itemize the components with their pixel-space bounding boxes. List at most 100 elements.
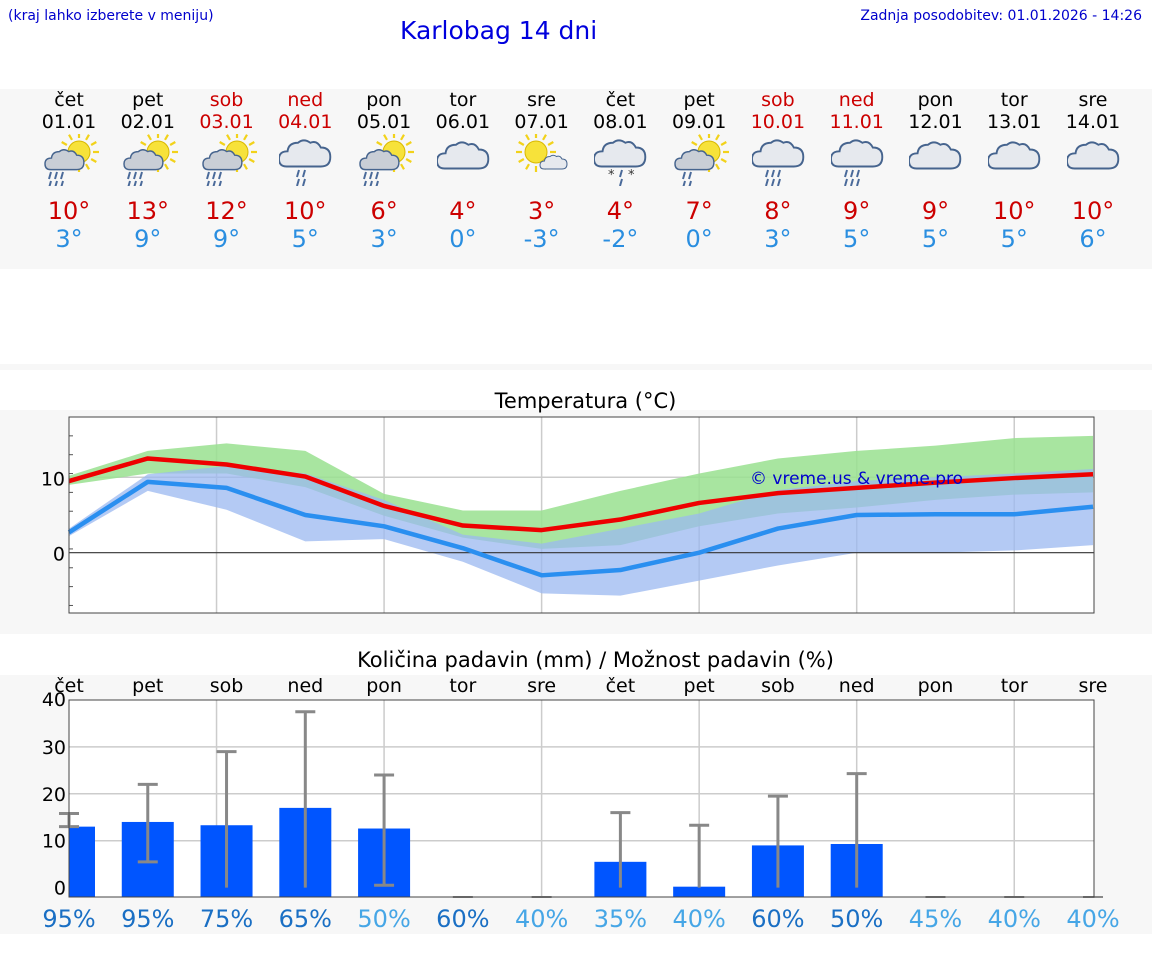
location-hint: (kraj lahko izberete v meniju) (8, 8, 214, 24)
last-updated: Zadnja posodobitev: 01.01.2026 - 14:26 (860, 8, 1142, 24)
y-tick-label: 40 (42, 689, 66, 711)
max-temp: 10° (284, 197, 327, 225)
plot-frame (68, 416, 1095, 614)
min-temp: 0° (449, 225, 477, 253)
max-temp: 6° (370, 197, 398, 225)
day-date: 07.01 (514, 111, 569, 133)
max-temp: 12° (205, 197, 248, 225)
max-temp: 8° (764, 197, 792, 225)
category-label: pet (684, 675, 715, 697)
min-temp-range-band (69, 466, 1094, 596)
temperature-chart: Temperatura (°C) © vreme.us & vreme.pro 0 1… (41, 389, 1095, 614)
precip-probability-label: 60% (436, 905, 489, 933)
category-label: sre (527, 675, 556, 697)
min-temp: 3° (370, 225, 398, 253)
min-temp: 5° (1000, 225, 1028, 253)
precip-probability-label: 40% (988, 905, 1041, 933)
category-label: sre (1079, 675, 1108, 697)
cloud-icon (908, 134, 965, 186)
day-name: pet (132, 89, 164, 111)
day-date: 04.01 (278, 111, 333, 133)
y-tick-label: 0 (53, 544, 65, 566)
precipitation-chart: Količina padavin (mm) / Možnost padavin … (42, 648, 1120, 933)
precip-chart-title: Količina padavin (mm) / Možnost padavin … (357, 648, 834, 672)
category-label: čet (54, 675, 84, 697)
precip-bar (69, 826, 95, 897)
day-date: 11.01 (829, 111, 884, 133)
day-name: čet (54, 89, 84, 111)
min-temp: -2° (602, 225, 639, 253)
y-tick-label: 10 (41, 468, 65, 490)
cloud-rain-icon (829, 134, 887, 187)
cloud-light-rain-icon (278, 134, 335, 187)
day-name: pet (683, 89, 715, 111)
y-tick-label: 10 (42, 831, 66, 853)
day-name: tor (449, 89, 477, 111)
max-temp-line (68, 456, 1094, 533)
day-date: 14.01 (1065, 111, 1121, 133)
sun-cloud-rain-icon (43, 132, 99, 189)
precip-bar (673, 886, 726, 897)
category-label: čet (606, 675, 636, 697)
cloud-icon (987, 134, 1044, 186)
category-label: pet (132, 675, 163, 697)
min-temp: 6° (1079, 225, 1107, 253)
min-temp: 3° (764, 225, 792, 253)
max-temp: 10° (1071, 197, 1115, 225)
min-temp: 5° (843, 225, 871, 253)
day-date: 06.01 (435, 111, 491, 133)
precip-probability-label: 50% (357, 905, 410, 933)
sun-cloud-rain-icon (122, 132, 178, 189)
watermark: © vreme.us & vreme.pro (750, 469, 963, 489)
min-temp-line (67, 479, 1094, 578)
day-date: 05.01 (356, 111, 412, 133)
max-temp-range-band (69, 435, 1094, 549)
category-label: sob (210, 675, 244, 697)
max-temp: 10° (992, 197, 1036, 225)
plot-frame (68, 699, 1095, 898)
sun-cloud-rain-icon (358, 132, 415, 189)
day-name: sob (209, 89, 244, 111)
day-date: 08.01 (593, 111, 648, 133)
max-temp: 7° (685, 197, 713, 225)
precip-probability-label: 95% (42, 905, 95, 933)
precip-probability-label: 65% (279, 905, 332, 933)
max-temp: 10° (47, 197, 91, 225)
page-title: Karlobag 14 dni (400, 16, 598, 45)
min-temp: 5° (291, 225, 319, 253)
min-temp: 3° (55, 225, 83, 253)
day-date: 03.01 (199, 111, 254, 133)
precip-probability-label: 40% (672, 905, 725, 933)
min-temp: -3° (523, 225, 560, 253)
category-label: ned (839, 675, 875, 697)
category-label: tor (1001, 675, 1028, 697)
min-temp: 9° (134, 225, 162, 253)
precip-probability-label: 35% (594, 905, 647, 933)
y-tick-label: 30 (42, 737, 66, 759)
max-temp: 3° (527, 197, 556, 225)
max-temp: 9° (921, 197, 950, 225)
cloud-icon (1066, 134, 1123, 186)
precip-probability-label: 50% (830, 905, 883, 933)
precip-probability-label: 95% (121, 905, 174, 933)
day-date: 13.01 (987, 111, 1042, 133)
category-label: sob (761, 675, 795, 697)
day-name: pon (917, 89, 954, 111)
day-name: ned (838, 89, 875, 111)
max-temp: 4° (606, 197, 635, 225)
precip-probability-label: 60% (751, 905, 804, 933)
precip-probability-label: 40% (1066, 905, 1119, 933)
separator-band (0, 364, 1152, 370)
temperature-chart-title: Temperatura (°C) (494, 389, 677, 413)
cloud-sleet-icon: * * (593, 134, 650, 187)
sun-small-cloud-icon (515, 132, 572, 186)
svg-text:*: * (608, 168, 615, 183)
day-date: 10.01 (750, 111, 806, 133)
precip-probability-label: 75% (200, 905, 253, 933)
category-label: tor (449, 675, 476, 697)
max-temp: 9° (843, 197, 871, 225)
day-date: 02.01 (120, 111, 175, 133)
day-date: 12.01 (908, 111, 963, 133)
day-date: 01.01 (41, 111, 97, 133)
precip-probability-label: 45% (909, 905, 962, 933)
